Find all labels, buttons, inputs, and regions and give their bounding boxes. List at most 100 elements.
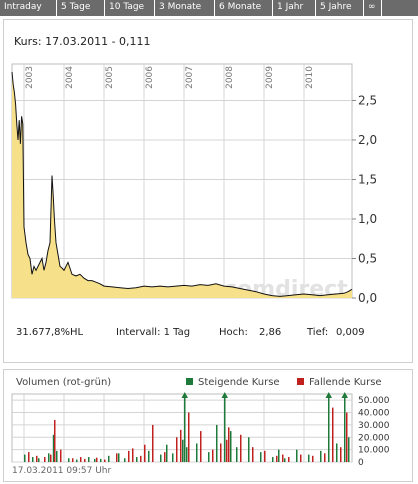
tab-4[interactable]: 6 Monate — [215, 0, 273, 16]
timestamp: 17.03.2011 09:57 Uhr — [12, 466, 112, 476]
volume-bar-up — [182, 439, 184, 462]
legend-up-swatch — [186, 378, 193, 385]
volume-bar-down — [132, 448, 134, 462]
volume-bar-up — [196, 443, 198, 462]
volume-bar-up — [230, 431, 232, 462]
volume-bar-down — [60, 449, 62, 462]
volume-bar-up — [108, 455, 110, 462]
volume-bar-up — [94, 458, 96, 462]
volume-bar-up — [248, 437, 250, 462]
volume-bar-down — [324, 453, 326, 462]
volume-bar-down — [228, 427, 230, 462]
volume-bar-down — [44, 457, 46, 462]
tab-3[interactable]: 3 Monate — [155, 0, 215, 16]
volume-bar-down — [340, 447, 342, 462]
volume-bar-up — [32, 457, 34, 462]
volume-bar-down — [164, 452, 166, 462]
volume-panel — [3, 369, 413, 482]
legend-down-label: Fallende Kurse — [309, 377, 382, 388]
high-value: 2,86 — [259, 327, 282, 338]
volume-bar-up — [308, 454, 310, 462]
volume-bar-down — [128, 450, 130, 462]
volume-bar-up — [344, 397, 346, 462]
volume-bar-down — [140, 455, 142, 462]
performance-value: 31.677,8%HL — [16, 327, 84, 338]
volume-bar-down — [252, 447, 254, 462]
volume-bar-up — [100, 458, 102, 462]
price-line — [11, 71, 353, 297]
price-chart-panel — [3, 19, 413, 363]
volume-bar-up — [328, 397, 330, 462]
tab-1[interactable]: 5 Tage — [57, 0, 105, 16]
volume-bar-up — [284, 458, 286, 462]
volume-bar-down — [80, 457, 82, 462]
volume-bar-down — [188, 412, 190, 462]
volume-bar-up — [68, 458, 70, 462]
volume-bar-down — [276, 455, 278, 462]
legend-up-label: Steigende Kurse — [198, 377, 280, 388]
volume-bar-down — [104, 459, 106, 462]
volume-bar-down — [300, 454, 302, 462]
x-tick-label: 2004 — [65, 66, 75, 89]
volume-bar-up — [48, 453, 50, 462]
tab-6[interactable]: 5 Jahre — [316, 0, 364, 16]
volume-bar-up — [184, 397, 186, 462]
volume-bar-up-overflow-arrow — [325, 392, 332, 398]
volume-bar-up — [348, 437, 350, 462]
volume-bar-down — [332, 407, 334, 462]
timeframe-tabs: Intraday 5 Tage 10 Tage 3 Monate 6 Monate 1 J… — [0, 0, 418, 16]
volume-bar-up — [272, 457, 274, 462]
volume-bar-up — [224, 397, 226, 462]
tab-5[interactable]: 1 Jahr — [273, 0, 316, 16]
volume-bar-up — [166, 444, 168, 462]
volume-bar-up — [88, 457, 90, 462]
volume-bar-down — [116, 453, 118, 462]
volume-bar-down — [144, 444, 146, 462]
y-tick-label: 2,5 — [358, 93, 377, 107]
price-area — [12, 72, 352, 298]
volume-bar-up — [136, 457, 138, 462]
tab-0[interactable]: Intraday — [0, 0, 57, 16]
y-tick-label: 2,0 — [358, 133, 377, 147]
volume-tick-label: 10.000 — [358, 446, 390, 456]
volume-bar-up — [118, 453, 120, 462]
volume-bar-up — [216, 424, 218, 462]
y-tick-label: 0,5 — [358, 251, 377, 265]
volume-bar-down — [152, 424, 154, 462]
volume-bar-up — [148, 450, 150, 462]
volume-bar-up — [172, 453, 174, 462]
x-tick-label: 2003 — [25, 66, 35, 89]
x-tick-label: 2006 — [145, 66, 155, 89]
y-tick-label: 1,0 — [358, 212, 377, 226]
x-tick-label: 2008 — [225, 66, 235, 89]
legend-down: Fallende Kurse — [297, 377, 382, 388]
volume-bar-up — [336, 443, 338, 462]
tab-2[interactable]: 10 Tage — [105, 0, 155, 16]
volume-bar-up — [124, 458, 126, 462]
volume-bar-up — [260, 452, 262, 462]
low-label: Tief: — [307, 327, 329, 338]
volume-bar-down — [84, 458, 86, 462]
volume-bar-down — [96, 457, 98, 462]
price-header: Kurs: 17.03.2011 - 0,111 — [14, 35, 151, 48]
legend-up: Steigende Kurse — [186, 377, 280, 388]
tab-7[interactable]: ∞ — [364, 0, 382, 16]
volume-bar-down — [180, 429, 182, 462]
volume-bar-up — [76, 459, 78, 462]
volume-bar-down — [54, 419, 56, 462]
x-tick-label: 2007 — [185, 66, 195, 89]
y-tick-label: 1,5 — [358, 172, 377, 186]
volume-bar-down — [264, 450, 266, 462]
volume-bar-down — [346, 412, 348, 462]
x-tick-label: 2005 — [105, 66, 115, 89]
volume-bar-up — [208, 452, 210, 462]
volume-bar-up-overflow-arrow — [341, 392, 348, 398]
volume-bar-down — [220, 443, 222, 462]
volume-tick-label: 0 — [358, 458, 364, 468]
volume-bar-down — [212, 449, 214, 462]
volume-bar-down — [282, 454, 284, 462]
volume-bar-down — [50, 454, 52, 462]
volume-bar-up — [56, 450, 58, 462]
